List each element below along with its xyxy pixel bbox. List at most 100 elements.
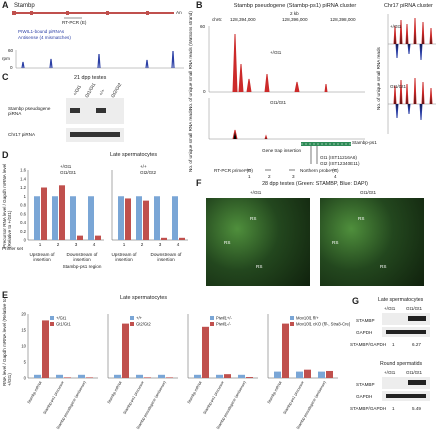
panel-b-ylabel-lower: No. of unique small RNA reads: [188, 109, 193, 172]
chart-d-bar: [70, 196, 76, 240]
chart-e-bar: [216, 374, 223, 378]
chart-e-legend-swatch: [50, 316, 54, 320]
chart-e-bar: [42, 320, 49, 378]
panel-a-gene: Stambp: [14, 3, 35, 9]
panel-g-sec1-ratio-2: 6.27: [412, 342, 421, 347]
panel-e-title: Late spermatocytes: [120, 295, 168, 301]
chart-e-bar: [86, 377, 93, 378]
chart-e-ytick: 10: [21, 344, 26, 349]
chart-e-ytick: 0: [24, 376, 27, 381]
panel-a-ytick-bottom: 0: [10, 65, 13, 70]
chart-e-bar: [144, 377, 151, 378]
chart-e-bar: [246, 377, 253, 378]
chart-e-legend-text: Piwil1-/-: [216, 322, 231, 327]
panel-d-region-4: Downstream of insertion: [150, 252, 182, 263]
panel-f-genotype-1: +/Gt1: [250, 190, 262, 195]
panel-b-insertion-2: Gt2 (IST12340E11): [320, 161, 360, 166]
chart-e-tick: Stambp mRNA: [107, 380, 123, 404]
panel-b-scale: 2 kb: [290, 11, 299, 16]
panel-c-label: C: [2, 72, 9, 82]
chart-e-bar: [122, 323, 129, 378]
chart-e-bar: [64, 377, 71, 378]
panel-g-sec2-row-1: STAMBP: [356, 382, 375, 387]
panel-g-sec2-blot-1: [382, 377, 430, 389]
panel-b-right-track-het: +/Gt1: [390, 24, 402, 29]
chart-e-bar: [194, 374, 201, 378]
chart-d-bar: [161, 237, 167, 240]
chart-e-bar: [34, 374, 41, 378]
panel-e-label: E: [2, 290, 9, 300]
panel-g-sec1-ratio-label: STAMBP/GAPDH: [350, 342, 387, 347]
panel-c-lane-3: +/+: [98, 88, 106, 97]
chart-e-bar: [304, 369, 311, 378]
panel-b-right-ylabel: No. of unique small RNA reads: [376, 47, 381, 110]
panel-d-title: Late spermatocytes: [110, 152, 158, 158]
chart-d-bar: [88, 196, 94, 240]
panel-b-chrom: chr6:: [212, 17, 223, 22]
chart-e-legend-swatch: [130, 316, 134, 320]
panel-f-rs-4: RS: [358, 216, 365, 221]
panel-c-row-2: Chr17 piRNA: [8, 132, 36, 137]
panel-b-right-tracks: [387, 14, 436, 134]
panel-a-legend-1: PIWIL1-bound piRNAs: [18, 29, 65, 34]
chart-d-ytick: 0.2: [20, 229, 26, 234]
panel-g-sec2-row-2: GAPDH: [356, 394, 373, 399]
chart-e-bar: [166, 377, 173, 378]
panel-e-ylabel: RNA level / Gapdh mRNA level (Relative t…: [2, 298, 13, 386]
chart-d-tick: 3: [159, 242, 162, 247]
panel-f-rs-6: RS: [380, 264, 387, 269]
chart-d-ytick: 1.6: [20, 168, 26, 173]
panel-b-track-het: +/Gt1: [270, 50, 282, 55]
chart-e-bar: [114, 374, 121, 378]
panel-b-coord-2: 128,396,000: [282, 17, 308, 22]
panel-b-coord-1: 128,394,000: [230, 17, 256, 22]
panel-f-image-mut: [320, 198, 424, 286]
panel-f-rs-1: RS: [250, 216, 257, 221]
panel-b-primer-3: 3: [292, 174, 295, 179]
chart-e-bar: [274, 371, 281, 378]
chart-e-legend-text: Mov10l1 cKO (fl/-, Stra8-Cre): [296, 322, 351, 327]
panel-d-legend-wt: +/+: [140, 164, 147, 169]
panel-g-sec1-title: Late spermatocytes: [378, 297, 424, 303]
panel-c-lane-4: Gt2/Gt2: [110, 82, 123, 99]
panel-b-coord-3: 128,398,000: [330, 17, 356, 22]
chart-d-tick: 3: [75, 242, 78, 247]
chart-d-ytick: 0.8: [20, 203, 26, 208]
chart-d: 1 2 3 4 1 2 3 4 1.6 1.4 1.2 1 0.8 0.6 0.4 0.2 0: [20, 168, 188, 247]
chart-d-bar: [52, 196, 58, 240]
panel-d-legend-mut: Gt1/Gt1: [60, 170, 77, 175]
chart-d-bar: [179, 237, 185, 240]
panel-g-sec1-blot-1: [382, 313, 430, 325]
panel-b-gene: Stambp-ps1: [352, 140, 377, 145]
panel-f-label: F: [196, 178, 202, 188]
panel-f-image-het: [206, 198, 310, 286]
panel-b-tracks: [208, 26, 365, 171]
chart-e-bar: [202, 326, 209, 378]
chart-e-legend-swatch: [290, 316, 294, 320]
chart-d-bar: [118, 196, 124, 240]
chart-d-tick: 1: [39, 242, 42, 247]
panel-d-ylabel: Precursor RNA level / Gapdh mRNA level (…: [2, 163, 13, 248]
chart-e-ytick: 20: [21, 312, 26, 317]
panel-b-title: Stambp pseudogene (Stambp-ps1) piRNA clu…: [233, 3, 357, 9]
panel-a-primer: RT-PCR (E): [62, 20, 87, 25]
chart-e-bar: [238, 374, 245, 378]
chart-d-bar: [136, 196, 142, 240]
panel-c-title: 21 dpp testes: [74, 75, 107, 81]
panel-f-rs-2: RS: [224, 240, 231, 245]
chart-d-bar: [41, 187, 47, 240]
panel-b-ylabel: No. of unique small RNA reads (Watsons s…: [188, 11, 193, 110]
panel-g-sec2-lane-1: +/Gt1: [384, 370, 396, 375]
chart-d-tick: 4: [177, 242, 180, 247]
chart-e-bar: [282, 323, 289, 378]
panel-b-track-mut: Gt1/Gt1: [270, 100, 287, 105]
chart-e-bar: [296, 371, 303, 378]
panel-b-northern: Northern probe (C): [300, 168, 339, 173]
chart-e-tick: Stambp-ps1 precursor: [203, 380, 226, 415]
chart-e-tick: Stambp-ps1 precursor: [123, 380, 146, 415]
chart-e-bar: [224, 374, 231, 378]
chart-e-legend-text: Gt1/Gt1: [56, 322, 71, 327]
chart-d-bar: [34, 196, 40, 240]
panel-g-sec2-title: Round spermatids: [380, 361, 423, 367]
panel-b-label: B: [196, 0, 203, 10]
